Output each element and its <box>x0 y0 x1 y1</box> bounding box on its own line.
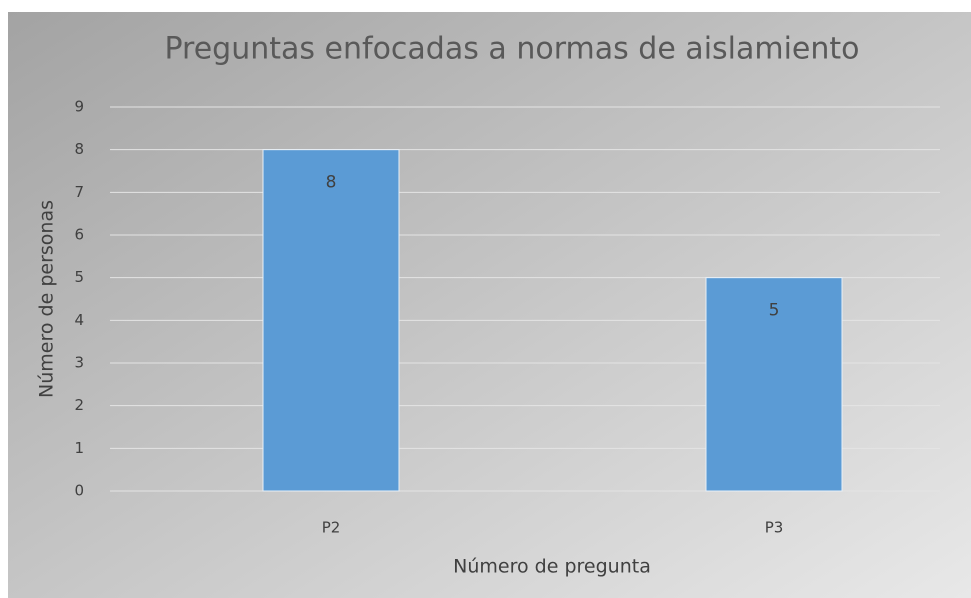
data-label: 5 <box>769 301 780 321</box>
y-tick-label: 5 <box>74 268 84 286</box>
y-tick-label: 7 <box>74 183 84 201</box>
chart-title: Preguntas enfocadas a normas de aislamie… <box>164 32 859 67</box>
y-tick-label: 8 <box>74 140 84 158</box>
y-tick-label: 1 <box>74 439 84 457</box>
y-tick-label: 4 <box>74 311 84 329</box>
y-tick-label: 6 <box>74 226 84 244</box>
x-tick-label: P2 <box>322 519 341 537</box>
y-tick-label: 3 <box>74 354 84 372</box>
y-tick-label: 9 <box>74 98 84 116</box>
y-tick-label: 2 <box>74 396 84 414</box>
y-tick-label: 0 <box>74 482 84 500</box>
x-tick-label: P3 <box>765 519 784 537</box>
bar <box>262 149 400 492</box>
bar <box>705 277 843 492</box>
y-axis-label: Número de personas <box>36 200 58 398</box>
x-axis-label: Número de pregunta <box>453 556 651 578</box>
data-label: 8 <box>326 173 337 193</box>
